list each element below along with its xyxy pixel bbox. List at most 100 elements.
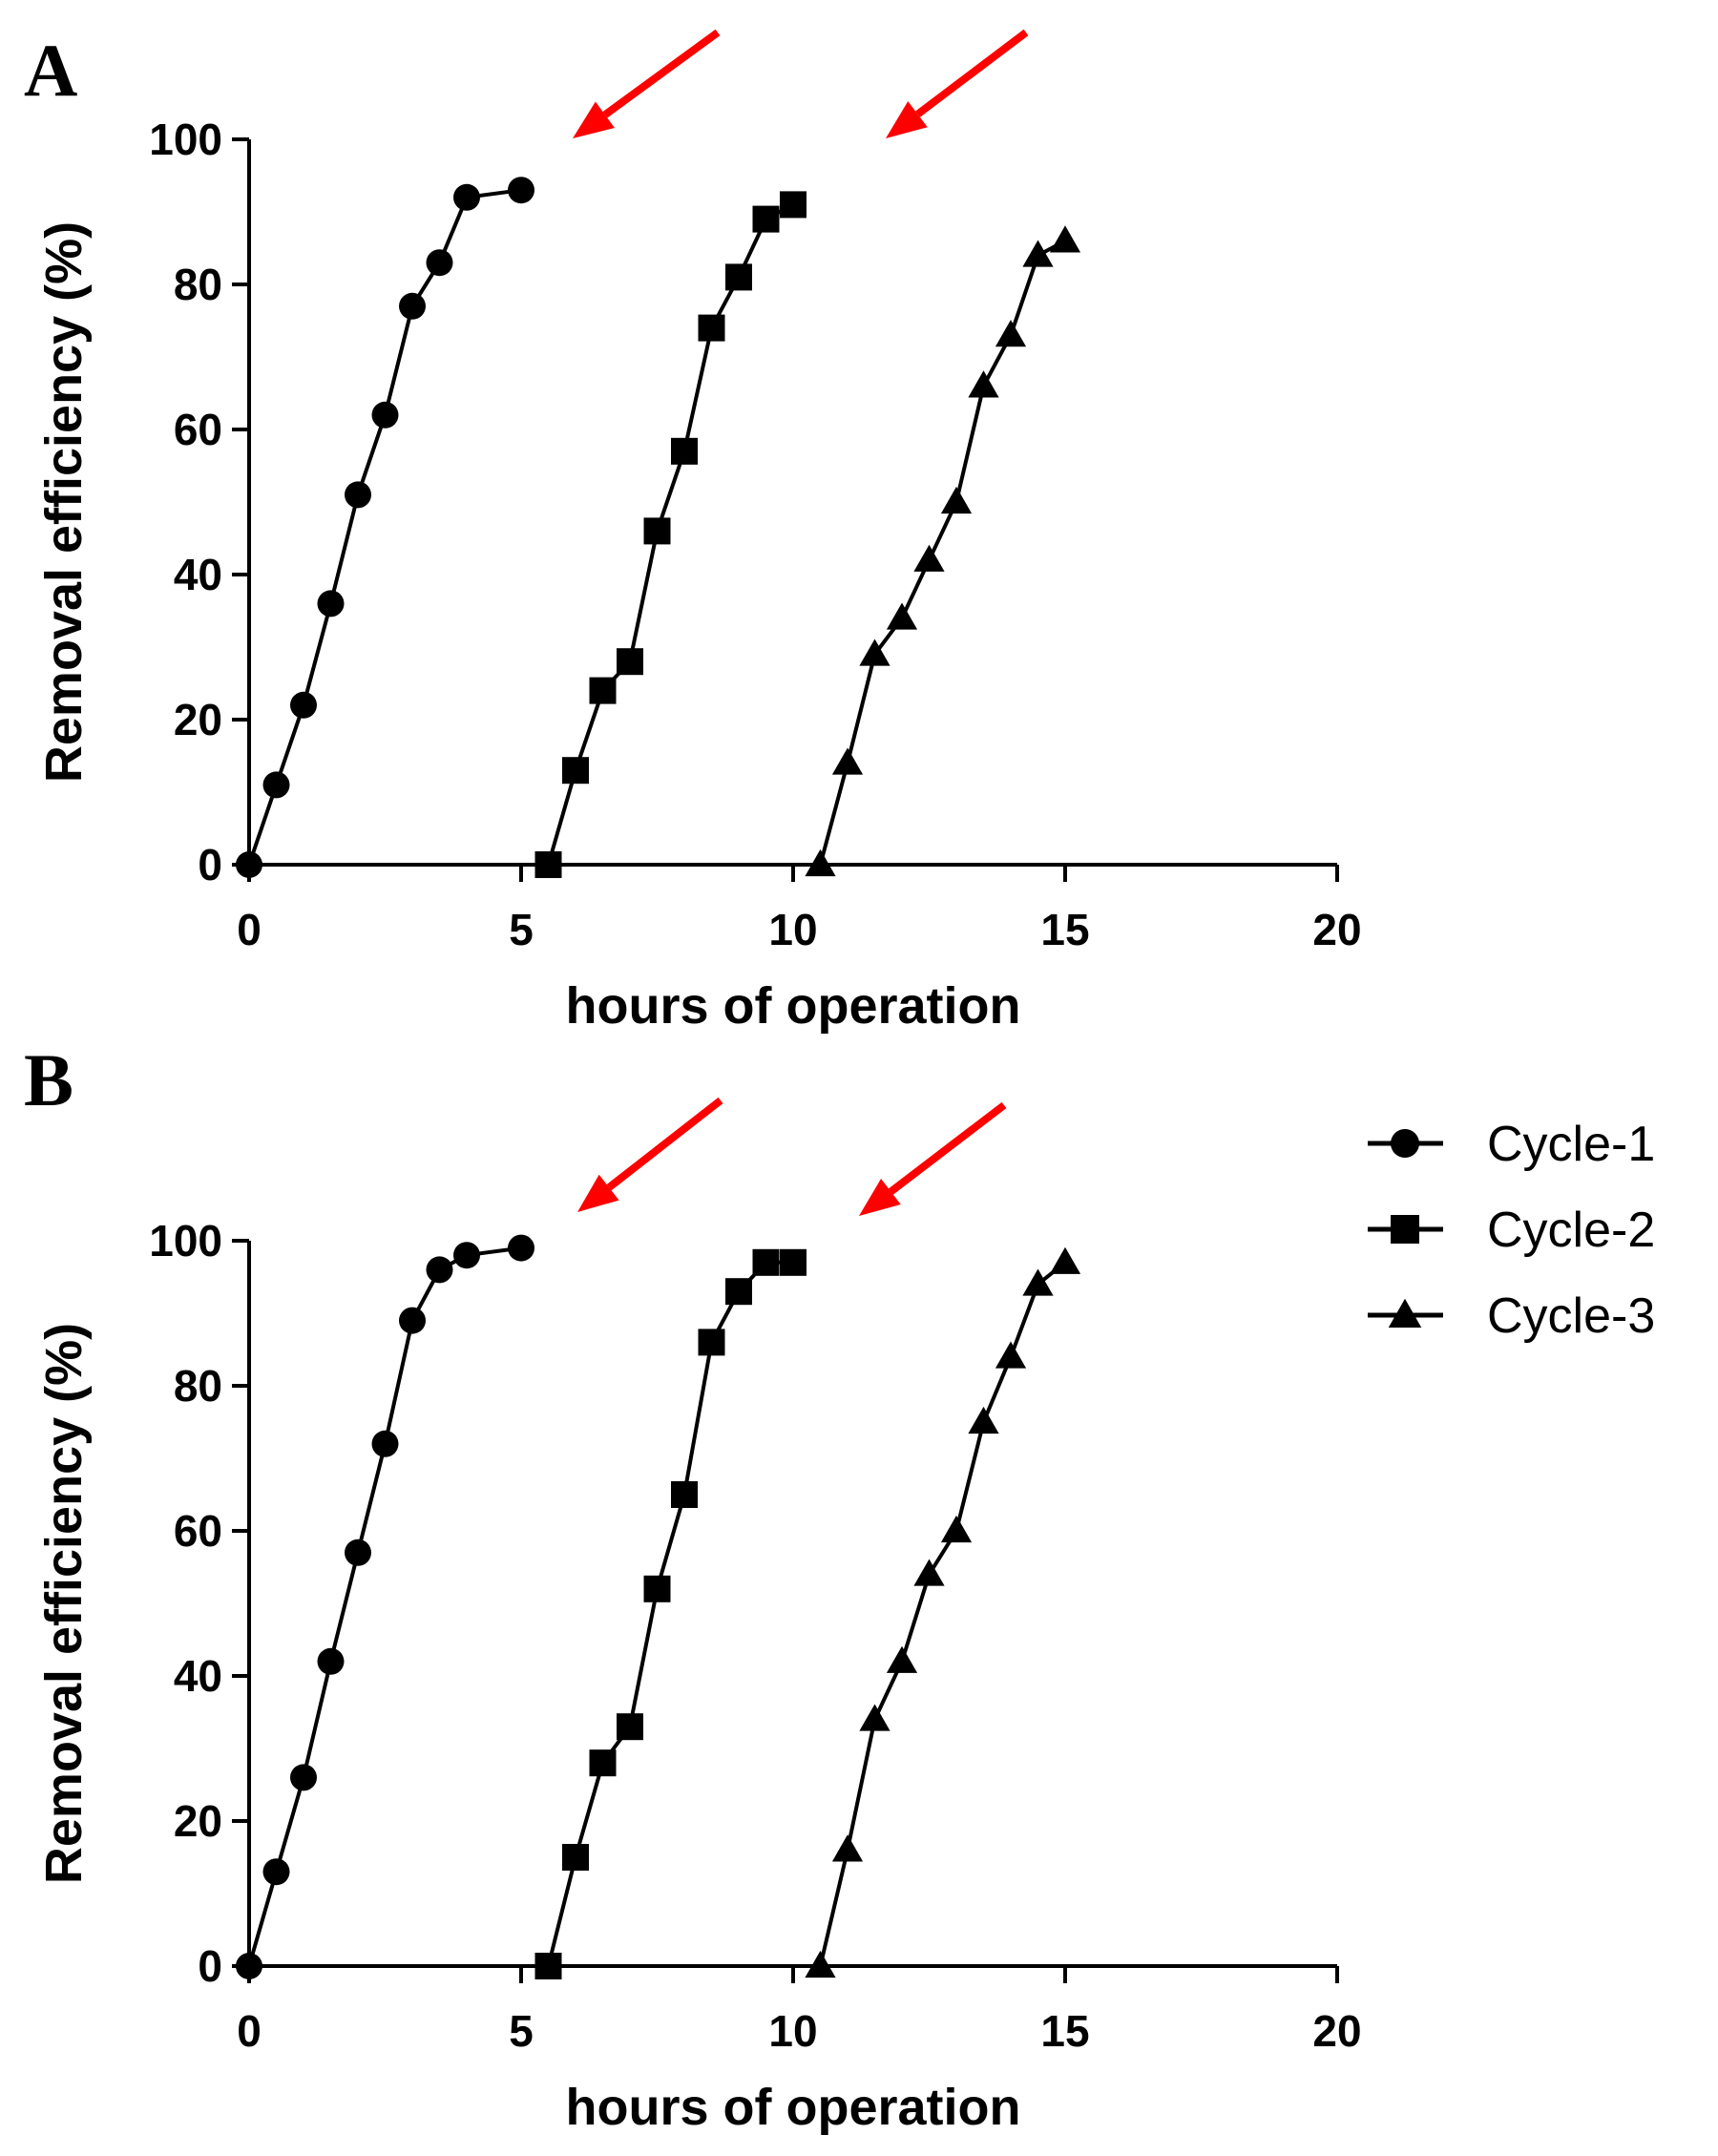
y-axis-title: Removal efficiency (%) <box>35 221 93 783</box>
data-point <box>831 1834 864 1862</box>
legend-label: Cycle-2 <box>1487 1203 1655 1258</box>
arrow-shaft <box>915 29 1029 117</box>
data-point <box>859 638 890 666</box>
series-line <box>546 202 794 866</box>
data-point <box>617 648 643 676</box>
panel-letter: B <box>24 1038 73 1121</box>
data-point <box>805 1950 836 1978</box>
data-point <box>508 1234 534 1262</box>
data-point <box>671 437 698 465</box>
data-point <box>886 602 918 630</box>
data-point <box>426 1256 453 1284</box>
y-tick-label: 40 <box>174 1651 222 1701</box>
data-point <box>1022 240 1054 267</box>
data-point <box>589 677 617 704</box>
data-point <box>399 1307 426 1334</box>
x-tick-label: 10 <box>768 2006 817 2056</box>
series-cycle-2 <box>534 1248 807 1979</box>
data-point <box>562 1844 589 1871</box>
data-point <box>725 1278 752 1306</box>
data-point <box>698 314 725 342</box>
red-arrow-2 <box>886 29 1029 138</box>
data-point <box>995 1341 1027 1369</box>
data-point <box>262 1858 290 1886</box>
data-point <box>940 486 973 514</box>
data-point <box>643 1575 671 1602</box>
series-line <box>818 1261 1067 1967</box>
data-point <box>886 1645 918 1673</box>
x-axis-title: hours of operation <box>566 977 1021 1035</box>
legend: Cycle-1 Cycle-2 Cycle-3 <box>1368 1117 1655 1344</box>
series-cycle-1 <box>236 177 534 878</box>
series-cycle-1 <box>236 1234 534 1979</box>
data-point <box>995 320 1027 347</box>
data-point <box>562 757 589 785</box>
series-cycle-3 <box>805 225 1081 877</box>
x-tick-label: 0 <box>237 2006 262 2056</box>
arrow-head <box>886 101 928 138</box>
red-arrow-1 <box>577 1097 723 1212</box>
y-tick-label: 60 <box>174 1506 222 1556</box>
data-point <box>968 370 999 398</box>
data-point <box>317 590 345 617</box>
data-point <box>805 848 836 877</box>
data-point <box>780 191 807 219</box>
panel-letter: A <box>24 29 77 112</box>
legend-marker <box>1391 1215 1419 1244</box>
series-cycle-2 <box>534 191 807 878</box>
x-tick-label: 5 <box>509 2006 534 2056</box>
red-arrow-1 <box>573 29 721 138</box>
data-point <box>940 1515 973 1543</box>
arrow-head <box>573 101 615 138</box>
data-point <box>426 249 453 277</box>
data-point <box>831 747 864 775</box>
x-tick-label: 5 <box>509 905 534 954</box>
legend-item-cycle-2: Cycle-2 <box>1368 1203 1655 1258</box>
data-point <box>508 177 534 204</box>
legend-label: Cycle-3 <box>1487 1288 1655 1344</box>
data-point <box>345 1539 371 1566</box>
legend-item-cycle-3: Cycle-3 <box>1368 1288 1655 1344</box>
data-point <box>317 1647 345 1675</box>
x-tick-label: 15 <box>1040 2006 1089 2056</box>
x-tick-label: 0 <box>237 905 262 954</box>
data-point <box>534 851 562 878</box>
data-point <box>371 1430 399 1457</box>
data-point <box>236 1953 262 1979</box>
arrow-shaft <box>606 1097 723 1191</box>
data-point <box>913 1559 945 1586</box>
x-tick-label: 20 <box>1312 2006 1361 2056</box>
data-point <box>859 1704 890 1731</box>
series-line <box>247 188 522 866</box>
y-tick-label: 60 <box>174 405 222 454</box>
legend-item-cycle-1: Cycle-1 <box>1368 1117 1655 1172</box>
series-line <box>546 1260 793 1967</box>
y-tick-label: 100 <box>149 1216 222 1266</box>
data-point <box>290 1764 317 1791</box>
data-point <box>913 544 945 572</box>
x-tick-label: 15 <box>1040 905 1089 954</box>
y-tick-label: 20 <box>174 1796 222 1846</box>
chart-panel-a: A 0 5 10 15 20 0 20 40 60 80 100 hours of operation R… <box>24 29 1362 1035</box>
series-line <box>818 239 1066 866</box>
x-tick-label: 10 <box>768 905 817 954</box>
data-point <box>968 1406 999 1434</box>
data-point <box>371 401 399 429</box>
y-axis-title: Removal efficiency (%) <box>35 1323 93 1884</box>
arrow-shaft <box>602 29 721 118</box>
data-point <box>453 183 480 211</box>
data-point <box>589 1749 617 1777</box>
x-axis-title: hours of operation <box>566 2079 1021 2136</box>
y-tick-label: 0 <box>198 840 222 890</box>
data-point <box>643 517 671 545</box>
arrow-shaft <box>888 1101 1007 1195</box>
y-tick-label: 80 <box>174 1361 222 1411</box>
y-tick-label: 80 <box>174 260 222 309</box>
data-point <box>290 691 317 719</box>
data-point <box>345 481 371 509</box>
y-tick-label: 100 <box>149 115 222 164</box>
x-tick-label: 20 <box>1312 905 1361 954</box>
y-tick-label: 40 <box>174 550 222 599</box>
arrow-head <box>859 1179 901 1216</box>
